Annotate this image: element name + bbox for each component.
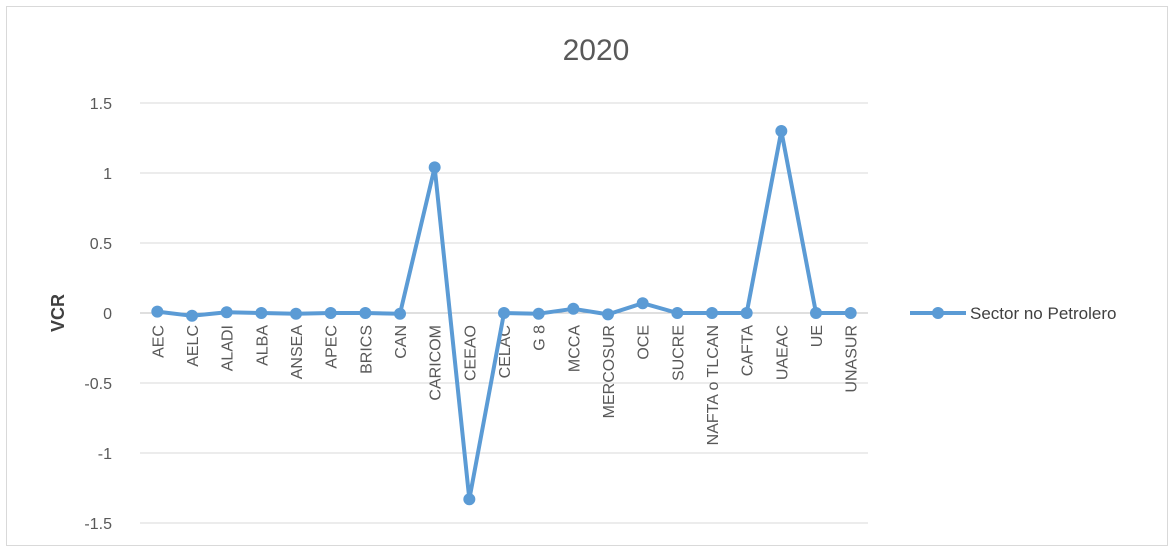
data-point	[775, 125, 788, 137]
x-tick-label: CARICOM	[428, 325, 445, 401]
x-tick-label: CEEAO	[462, 325, 479, 381]
x-tick-label: OCE	[636, 325, 653, 360]
chart-frame	[6, 6, 1168, 546]
x-tick-label: UE	[809, 325, 826, 347]
data-point	[359, 307, 372, 319]
data-point	[463, 493, 476, 506]
gridlines	[140, 102, 868, 524]
data-point	[844, 307, 857, 319]
x-tick-label: ALBA	[254, 325, 271, 366]
x-tick-label: ALADI	[220, 325, 237, 371]
data-point	[567, 302, 580, 315]
y-axis-label: VCR	[48, 294, 68, 332]
data-point	[740, 307, 753, 319]
y-tick-label: 0	[103, 306, 112, 323]
data-point	[186, 309, 198, 322]
y-tick-label: -1.5	[84, 516, 112, 533]
y-tick-label: 1	[103, 166, 112, 183]
data-point	[671, 307, 684, 319]
data-point	[532, 307, 545, 320]
legend-marker-icon	[932, 307, 944, 319]
x-tick-label: SUCRE	[670, 325, 687, 381]
data-point	[151, 305, 164, 318]
x-tick-label: AELC	[185, 325, 202, 367]
x-tick-label: NAFTA o TLCAN	[705, 325, 722, 445]
data-point	[394, 307, 406, 320]
x-tick-label: UAEAC	[774, 325, 791, 380]
x-tick-label: MERCOSUR	[601, 325, 618, 418]
data-point	[602, 308, 614, 321]
data-point	[290, 307, 302, 320]
x-tick-labels: AEC AELC ALADI ALBA ANSEA APEC BRICS CAN CARICOM…	[150, 325, 860, 446]
x-tick-label: MCCA	[566, 325, 583, 372]
x-tick-label: ANSEA	[289, 325, 306, 380]
data-point	[255, 307, 268, 319]
x-tick-label: BRICS	[358, 325, 375, 374]
series-sector-no-petrolero	[151, 125, 857, 506]
x-tick-label: UNASUR	[844, 325, 861, 393]
legend-label: Sector no Petrolero	[970, 304, 1116, 323]
y-tick-labels: 1.5 1 0.5 0 -0.5 -1 -1.5	[84, 96, 112, 533]
y-tick-label: -0.5	[84, 376, 112, 393]
data-point	[428, 161, 441, 174]
x-tick-label: CAN	[393, 325, 410, 359]
y-tick-label: 0.5	[90, 236, 112, 253]
y-tick-label: 1.5	[90, 96, 112, 113]
data-point	[706, 307, 718, 319]
data-point	[636, 297, 649, 310]
legend: Sector no Petrolero	[910, 304, 1116, 323]
x-tick-label: APEC	[324, 325, 341, 369]
data-point	[498, 307, 510, 319]
data-point	[220, 306, 233, 319]
x-tick-label: AEC	[150, 325, 167, 358]
x-tick-label: G 8	[532, 325, 549, 351]
x-tick-label: CAFTA	[740, 325, 757, 377]
data-point	[810, 307, 822, 319]
y-tick-label: -1	[98, 446, 112, 463]
chart-title: 2020	[563, 34, 630, 67]
data-point	[324, 307, 337, 319]
